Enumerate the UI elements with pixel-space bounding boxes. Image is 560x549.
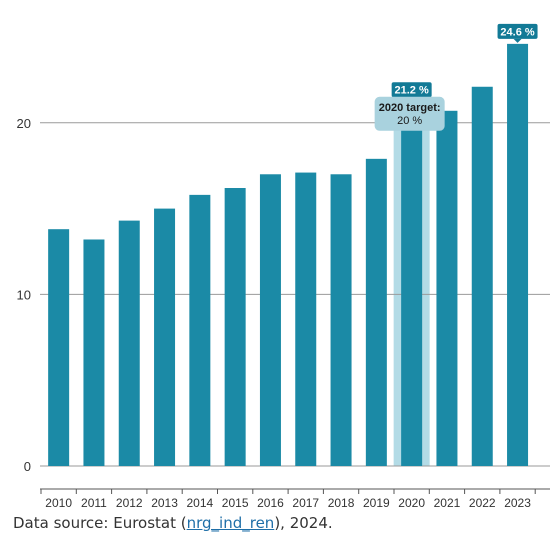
bar-2020	[401, 102, 423, 466]
y-tick-label: 20	[17, 116, 31, 131]
bar-2010	[48, 229, 70, 466]
value-label-badge	[497, 23, 538, 39]
bar-2021	[436, 110, 458, 467]
bar-2023	[507, 43, 529, 466]
target-annotation-box	[374, 96, 445, 131]
x-tick-label: 2015	[222, 496, 249, 510]
x-tick-label: 2016	[257, 496, 284, 510]
target-annotation-title: 2020 target:	[379, 102, 441, 114]
x-tick-label: 2014	[186, 496, 213, 510]
x-tick-label: 2010	[45, 496, 72, 510]
bar-2013	[154, 208, 176, 466]
bar-2019	[365, 158, 387, 466]
x-tick-label: 2018	[328, 496, 355, 510]
y-tick-label: 10	[17, 287, 31, 302]
bar-2011	[83, 239, 105, 466]
bar-2018	[330, 174, 352, 466]
value-label: 24.6 %	[500, 26, 534, 38]
x-tick-label: 2019	[363, 496, 390, 510]
x-tick-label: 2023	[504, 496, 531, 510]
bar-chart: 0 10 20 2010 2011 2012 2013 2014 2015 2016 2017 20…	[17, 23, 550, 510]
x-tick-label: 2020	[398, 496, 425, 510]
x-tick-label: 2021	[434, 496, 461, 510]
x-tick-label: 2013	[151, 496, 178, 510]
x-tick-label: 2012	[116, 496, 143, 510]
bar-2016	[259, 174, 281, 466]
value-label: 21.2 %	[395, 85, 429, 97]
bar-2014	[189, 194, 211, 466]
target-annotation-value: 20 %	[397, 115, 422, 127]
bar-2015	[224, 188, 246, 466]
source-link[interactable]: nrg_ind_ren	[186, 514, 275, 532]
y-tick-label: 0	[24, 459, 31, 474]
bar-2012	[118, 220, 140, 466]
data-source-note: Data source: Eurostat (nrg_ind_ren), 202…	[13, 514, 333, 532]
x-tick-label: 2011	[81, 496, 107, 510]
bar-2017	[295, 172, 317, 466]
bar-2022	[471, 86, 493, 466]
source-prefix: Data source: Eurostat (	[13, 514, 187, 532]
source-suffix: ), 2024.	[274, 514, 333, 532]
value-label-badge	[391, 82, 432, 98]
x-tick-label: 2017	[292, 496, 319, 510]
value-label-pointer	[513, 38, 522, 43]
x-tick-label: 2022	[469, 496, 496, 510]
